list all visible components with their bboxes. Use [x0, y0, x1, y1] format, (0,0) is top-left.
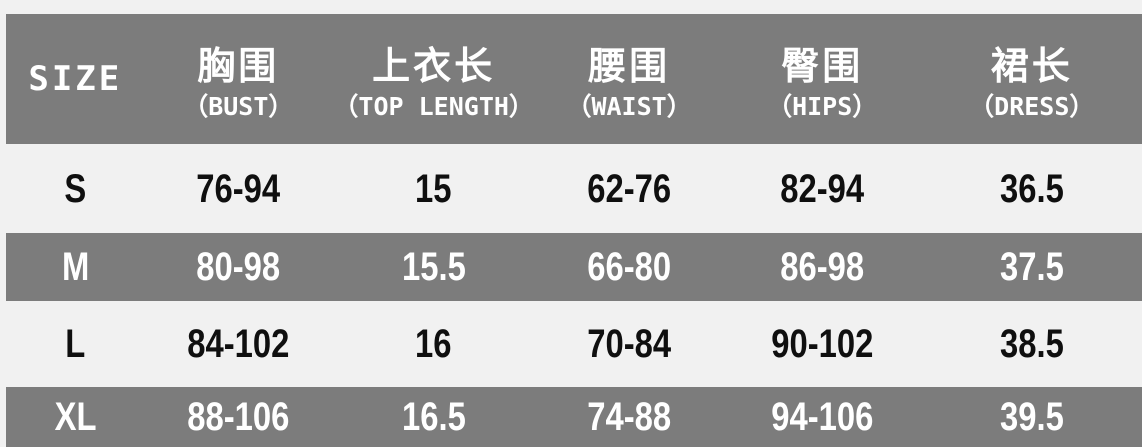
cell-value: 15.5: [401, 245, 466, 289]
cell-value: 80-98: [196, 245, 281, 289]
table-cell: 76-94: [145, 144, 332, 233]
table-cell: 37.5: [922, 233, 1142, 301]
table-row-l: L 84-102 16 70-84 90-102 38.5: [6, 301, 1142, 387]
column-header-hips: 臀围 （HIPS）: [723, 14, 922, 144]
dress-title-en: （DRESS）: [969, 92, 1095, 122]
column-header-dress: 裙长 （DRESS）: [922, 14, 1142, 144]
table-row-s: S 76-94 15 62-76 82-94 36.5: [6, 144, 1142, 233]
cell-value: 94-106: [771, 395, 874, 439]
size-header-label: SIZE: [28, 59, 123, 99]
cell-value: 70-84: [587, 322, 672, 366]
cell-value: XL: [54, 395, 97, 439]
cell-value: 39.5: [999, 395, 1064, 439]
hips-title-en: （HIPS）: [767, 92, 878, 122]
header-row: SIZE 胸围 （BUST） 上衣长 （TOP LENGTH） 腰围 （WAIS…: [6, 14, 1142, 144]
cell-value: 62-76: [587, 166, 672, 211]
table-row-xl: XL 88-106 16.5 74-88 94-106 39.5: [6, 387, 1142, 447]
cell-value: S: [64, 166, 87, 211]
size-chart-table: SIZE 胸围 （BUST） 上衣长 （TOP LENGTH） 腰围 （WAIS…: [6, 14, 1142, 447]
cell-value: 76-94: [196, 166, 281, 211]
table-cell: 39.5: [922, 387, 1142, 447]
table-cell: 36.5: [922, 144, 1142, 233]
cell-value: 82-94: [780, 166, 865, 211]
cell-value: 86-98: [780, 245, 865, 289]
column-header-bust: 胸围 （BUST）: [145, 14, 332, 144]
table-cell: 62-76: [535, 144, 722, 233]
table-cell: 15: [332, 144, 535, 233]
table-cell: 38.5: [922, 301, 1142, 387]
cell-value: 15: [415, 166, 452, 211]
top-length-title-cn: 上衣长: [372, 45, 496, 88]
cell-value: 66-80: [587, 245, 672, 289]
table-cell: 66-80: [535, 233, 722, 301]
cell-value: 16.5: [401, 395, 466, 439]
table-cell: 80-98: [145, 233, 332, 301]
waist-title-cn: 腰围: [588, 45, 671, 88]
table-cell: 84-102: [145, 301, 332, 387]
column-header-top-length: 上衣长 （TOP LENGTH）: [332, 14, 535, 144]
table-cell: 90-102: [723, 301, 922, 387]
table-cell: XL: [6, 387, 145, 447]
hips-title-cn: 臀围: [781, 45, 864, 88]
table-row-m: M 80-98 15.5 66-80 86-98 37.5: [6, 233, 1142, 301]
cell-value: 84-102: [187, 322, 290, 366]
cell-value: L: [65, 322, 86, 366]
cell-value: M: [61, 245, 89, 289]
cell-value: 36.5: [999, 166, 1064, 211]
table-cell: 70-84: [535, 301, 722, 387]
cell-value: 88-106: [187, 395, 290, 439]
table-cell: 74-88: [535, 387, 722, 447]
table-cell: M: [6, 233, 145, 301]
cell-value: 16: [415, 322, 452, 366]
cell-value: 38.5: [999, 322, 1064, 366]
top-length-title-en: （TOP LENGTH）: [333, 92, 534, 122]
table-cell: 16: [332, 301, 535, 387]
dress-title-cn: 裙长: [990, 45, 1073, 88]
cell-value: 74-88: [587, 395, 672, 439]
cell-value: 37.5: [999, 245, 1064, 289]
bust-title-cn: 胸围: [197, 45, 280, 88]
bust-title-en: （BUST）: [183, 92, 294, 122]
cell-value: 90-102: [771, 322, 874, 366]
column-header-size: SIZE: [6, 14, 145, 144]
table-cell: 94-106: [723, 387, 922, 447]
table-cell: S: [6, 144, 145, 233]
waist-title-en: （WAIST）: [566, 92, 692, 122]
table-cell: L: [6, 301, 145, 387]
table-cell: 16.5: [332, 387, 535, 447]
table-cell: 15.5: [332, 233, 535, 301]
table-cell: 88-106: [145, 387, 332, 447]
table-cell: 82-94: [723, 144, 922, 233]
column-header-waist: 腰围 （WAIST）: [535, 14, 722, 144]
table-cell: 86-98: [723, 233, 922, 301]
